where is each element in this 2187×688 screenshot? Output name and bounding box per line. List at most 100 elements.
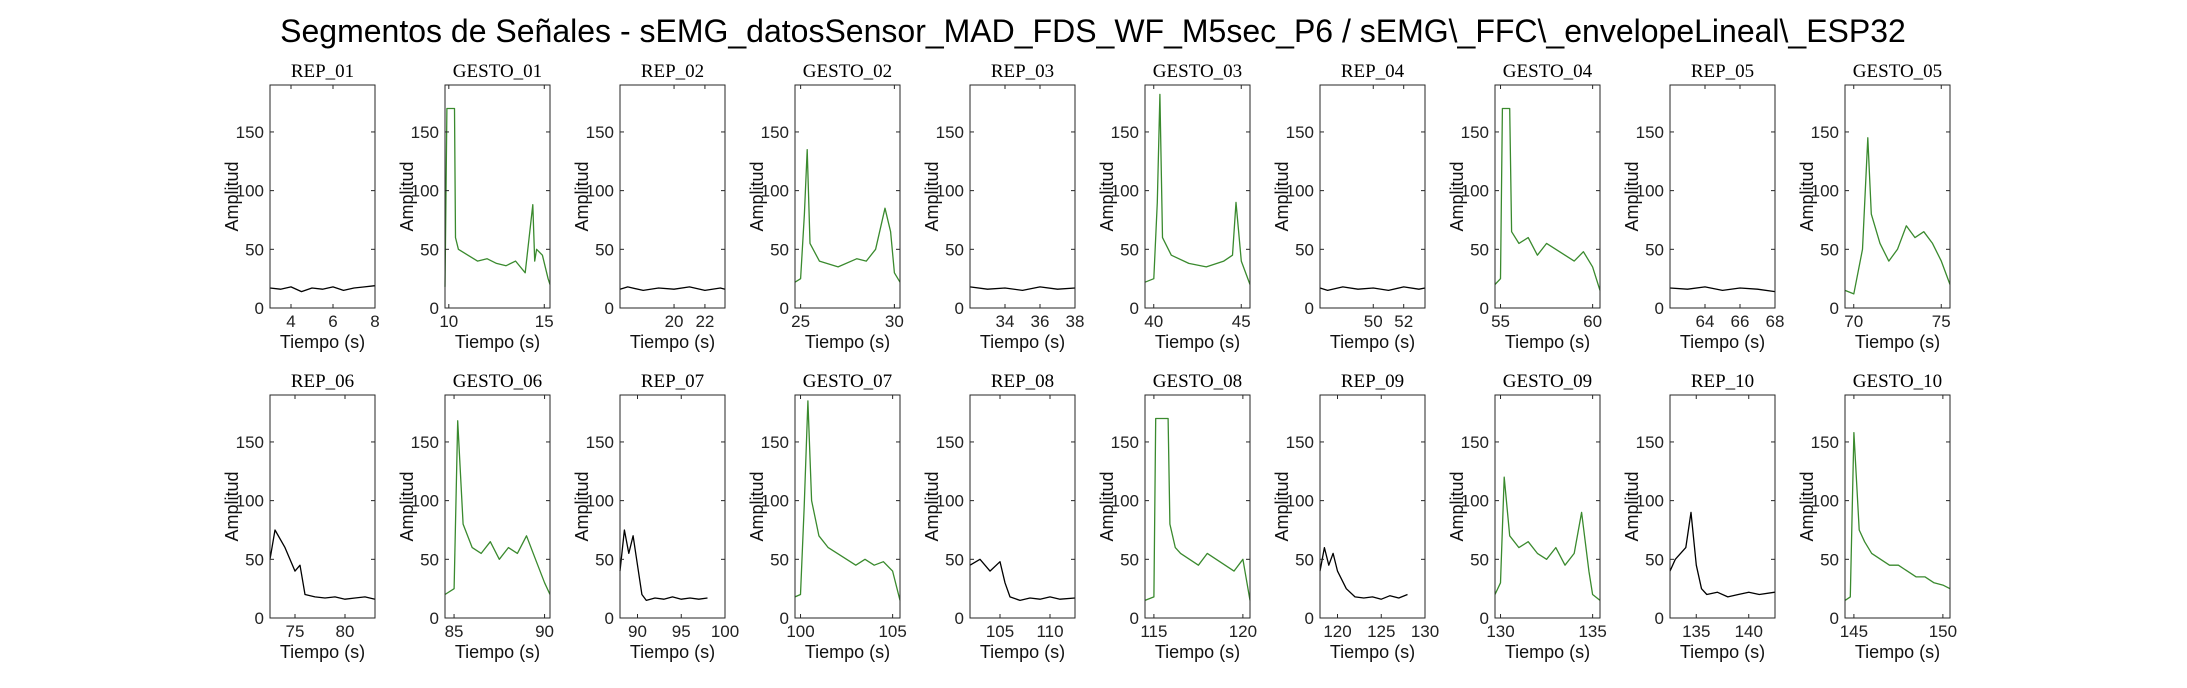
panel-title: GESTO_08 [1153,371,1242,392]
y-tick-label: 50 [770,550,789,569]
series-line-gesto-06 [444,420,551,596]
x-axis-label: Tiempo (s) [1855,642,1940,662]
x-tick-label: 68 [1766,312,1785,331]
y-tick-label: 100 [1111,182,1139,201]
x-tick-label: 105 [878,622,906,641]
y-tick-label: 100 [411,182,439,201]
x-tick-label: 36 [1031,312,1050,331]
y-axis-label: Amplitud [1622,471,1642,541]
y-tick-label: 150 [236,123,264,142]
axes-box [444,394,551,619]
panel-title: REP_02 [641,61,704,82]
y-tick-label: 0 [1655,609,1664,628]
panel-title: REP_09 [1341,371,1404,392]
x-tick-label: 105 [986,622,1014,641]
x-tick-label: 70 [1844,312,1863,331]
axes-box [269,84,376,309]
y-axis-label: Amplitud [1097,161,1117,231]
series-line-gesto-05 [1844,137,1951,295]
y-tick-label: 150 [586,123,614,142]
y-tick-label: 50 [1645,240,1664,259]
y-tick-label: 100 [1636,182,1664,201]
y-tick-label: 100 [1461,492,1489,511]
x-axis-label: Tiempo (s) [1155,642,1240,662]
axes-box [969,84,1076,309]
y-tick-label: 100 [586,492,614,511]
y-tick-label: 0 [955,299,964,318]
panel-title: GESTO_07 [803,371,892,392]
x-tick-label: 100 [786,622,814,641]
y-axis-label: Amplitud [1447,471,1467,541]
y-tick-label: 150 [761,433,789,452]
y-axis-label: Amplitud [747,161,767,231]
x-tick-label: 34 [996,312,1015,331]
x-tick-label: 6 [328,312,337,331]
series-line-rep-04 [1319,286,1426,292]
y-tick-label: 0 [1130,609,1139,628]
axes-box [1844,394,1951,619]
y-tick-label: 0 [1305,299,1314,318]
panel-title: REP_01 [291,61,354,82]
x-tick-label: 75 [286,622,305,641]
x-tick-label: 90 [628,622,647,641]
y-tick-label: 100 [1286,182,1314,201]
y-tick-label: 50 [945,550,964,569]
x-tick-label: 22 [695,312,714,331]
y-tick-label: 100 [761,492,789,511]
x-tick-label: 135 [1578,622,1606,641]
y-tick-label: 0 [430,609,439,628]
x-axis-label: Tiempo (s) [1155,332,1240,352]
series-line-gesto-09 [1494,476,1601,601]
y-tick-label: 150 [411,123,439,142]
x-tick-label: 30 [885,312,904,331]
series-line-rep-03 [969,286,1076,292]
x-tick-label: 140 [1735,622,1763,641]
panel-title: GESTO_03 [1153,61,1242,82]
x-tick-label: 145 [1840,622,1868,641]
series-line-rep-10 [1669,511,1776,598]
x-tick-label: 85 [445,622,464,641]
x-tick-label: 20 [665,312,684,331]
y-tick-label: 50 [770,240,789,259]
y-tick-label: 50 [420,240,439,259]
y-tick-label: 0 [1480,299,1489,318]
y-tick-label: 50 [245,550,264,569]
y-tick-label: 100 [1111,492,1139,511]
series-line-gesto-03 [1144,93,1251,285]
axes-box [269,394,376,619]
panel-title: GESTO_06 [453,371,542,392]
x-axis-label: Tiempo (s) [805,332,890,352]
axes-box [1319,394,1426,619]
x-tick-label: 64 [1696,312,1715,331]
x-tick-label: 45 [1232,312,1251,331]
y-tick-label: 150 [1461,433,1489,452]
y-axis-label: Amplitud [922,471,942,541]
y-tick-label: 150 [1636,123,1664,142]
y-tick-label: 100 [936,182,964,201]
series-line-rep-05 [1669,286,1776,293]
x-axis-label: Tiempo (s) [1330,332,1415,352]
y-tick-label: 0 [605,299,614,318]
x-axis-label: Tiempo (s) [630,642,715,662]
x-axis-label: Tiempo (s) [1680,642,1765,662]
y-tick-label: 150 [586,433,614,452]
axes-box [619,394,726,619]
x-axis-label: Tiempo (s) [980,642,1065,662]
series-line-gesto-02 [794,148,901,283]
y-axis-label: Amplitud [1272,161,1292,231]
x-tick-label: 95 [672,622,691,641]
y-axis-label: Amplitud [1272,471,1292,541]
y-tick-label: 50 [1120,550,1139,569]
axes-box [1669,394,1776,619]
y-axis-label: Amplitud [572,471,592,541]
x-tick-label: 120 [1229,622,1257,641]
x-tick-label: 40 [1144,312,1163,331]
panel-title: GESTO_04 [1503,61,1593,82]
